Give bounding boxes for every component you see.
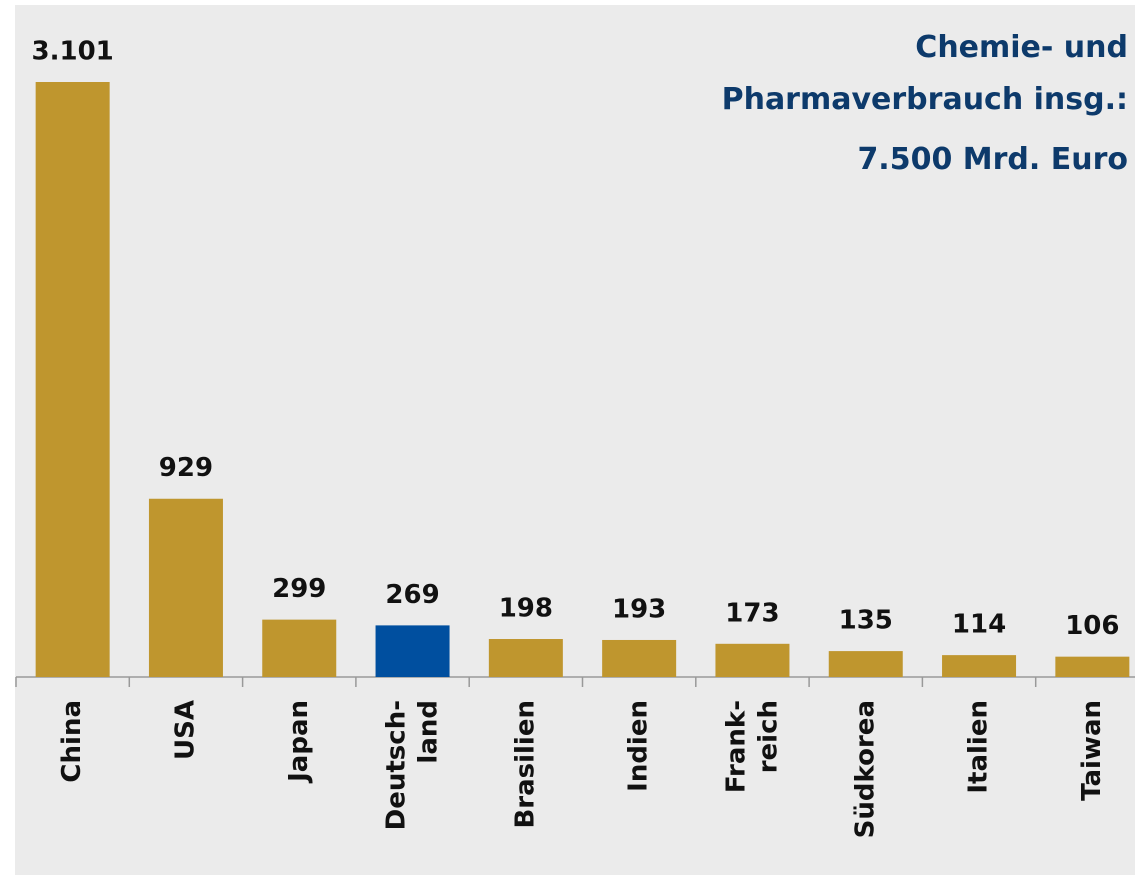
bar — [942, 655, 1017, 677]
value-label: 929 — [159, 453, 213, 483]
value-label: 3.101 — [32, 37, 114, 67]
chart-title: Chemie- und Pharmaverbrauch insg.: 7.500 M… — [722, 30, 1128, 177]
value-label: 114 — [952, 610, 1006, 640]
x-tick-label: Italien — [964, 700, 994, 794]
bar — [715, 643, 790, 677]
bar — [602, 639, 677, 677]
bar — [35, 82, 110, 677]
value-label: 193 — [612, 594, 666, 624]
background — [15, 5, 1135, 875]
x-tick-label: Japan — [284, 700, 314, 784]
bar — [148, 498, 223, 677]
value-label: 173 — [725, 598, 779, 628]
bar — [375, 625, 450, 677]
value-label: 299 — [272, 574, 326, 604]
x-tick-label: Indien — [624, 700, 654, 792]
value-label: 269 — [385, 580, 439, 610]
x-tick-label: USA — [170, 700, 200, 760]
bar — [262, 619, 337, 677]
x-tick-label: Taiwan — [1077, 700, 1107, 801]
value-label: 135 — [839, 606, 893, 636]
bar — [828, 651, 903, 677]
bar — [488, 639, 563, 677]
value-label: 198 — [499, 594, 553, 624]
x-tick-label: Südkorea — [850, 700, 880, 838]
bar — [1055, 656, 1130, 677]
x-tick-label: Frank-reich — [721, 700, 783, 793]
x-tick-label: China — [57, 700, 87, 783]
value-label: 106 — [1065, 611, 1119, 641]
x-tick-label: Brasilien — [510, 700, 540, 829]
x-tick-label: Deutsch-land — [381, 700, 443, 830]
